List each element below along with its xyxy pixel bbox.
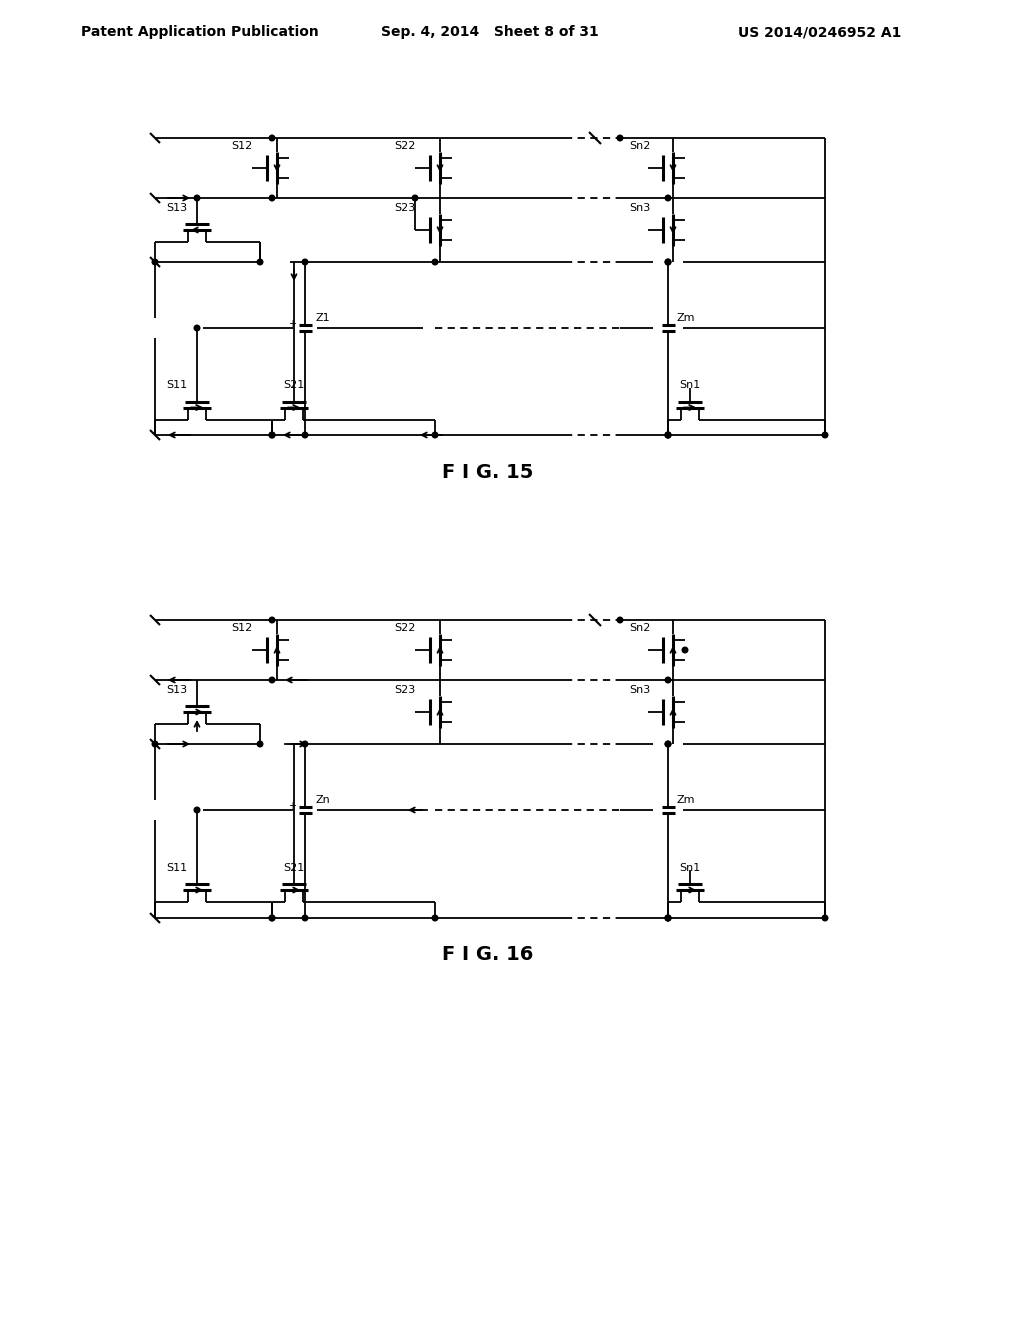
Circle shape	[666, 742, 671, 747]
Text: Zm: Zm	[677, 795, 695, 805]
Circle shape	[269, 915, 274, 921]
Circle shape	[822, 915, 827, 921]
Text: S23: S23	[394, 685, 416, 696]
Circle shape	[666, 259, 671, 265]
Text: Zm: Zm	[677, 313, 695, 323]
Circle shape	[666, 195, 671, 201]
Text: Patent Application Publication: Patent Application Publication	[81, 25, 318, 40]
Text: +: +	[289, 801, 297, 810]
Circle shape	[269, 195, 274, 201]
Text: S13: S13	[167, 685, 187, 696]
Circle shape	[617, 618, 623, 623]
Circle shape	[822, 432, 827, 438]
Circle shape	[269, 432, 274, 438]
Circle shape	[195, 195, 200, 201]
Circle shape	[302, 915, 308, 921]
Text: US 2014/0246952 A1: US 2014/0246952 A1	[738, 25, 902, 40]
Text: S21: S21	[284, 380, 304, 391]
Circle shape	[269, 618, 274, 623]
Circle shape	[257, 742, 263, 747]
Text: S12: S12	[231, 141, 253, 150]
Circle shape	[153, 259, 158, 265]
Circle shape	[302, 742, 308, 747]
Circle shape	[432, 259, 438, 265]
Circle shape	[666, 742, 671, 747]
Text: S22: S22	[394, 141, 416, 150]
Text: S12: S12	[231, 623, 253, 634]
Circle shape	[666, 432, 671, 438]
Circle shape	[666, 915, 671, 921]
Circle shape	[269, 135, 274, 141]
Text: Z1: Z1	[315, 313, 331, 323]
Text: S13: S13	[167, 203, 187, 213]
Circle shape	[302, 432, 308, 438]
Text: Sep. 4, 2014   Sheet 8 of 31: Sep. 4, 2014 Sheet 8 of 31	[381, 25, 599, 40]
Text: Sn3: Sn3	[630, 685, 650, 696]
Circle shape	[195, 808, 200, 813]
Circle shape	[269, 677, 274, 682]
Circle shape	[257, 259, 263, 265]
Text: Sn1: Sn1	[679, 380, 700, 391]
Text: F I G. 15: F I G. 15	[442, 462, 534, 482]
Circle shape	[617, 135, 623, 141]
Circle shape	[153, 742, 158, 747]
Circle shape	[666, 432, 671, 438]
Text: Sn2: Sn2	[630, 141, 650, 150]
Circle shape	[432, 432, 438, 438]
Text: Sn2: Sn2	[630, 623, 650, 634]
Circle shape	[666, 915, 671, 921]
Text: +: +	[289, 319, 297, 329]
Circle shape	[269, 915, 274, 921]
Circle shape	[302, 259, 308, 265]
Text: Sn3: Sn3	[630, 203, 650, 213]
Circle shape	[666, 915, 671, 921]
Text: S11: S11	[167, 380, 187, 391]
Text: Zn: Zn	[315, 795, 331, 805]
Text: S11: S11	[167, 863, 187, 873]
Circle shape	[413, 195, 418, 201]
Text: F I G. 16: F I G. 16	[442, 945, 534, 965]
Circle shape	[666, 259, 671, 265]
Circle shape	[682, 647, 688, 653]
Circle shape	[269, 432, 274, 438]
Circle shape	[432, 915, 438, 921]
Text: Sn1: Sn1	[679, 863, 700, 873]
Circle shape	[666, 432, 671, 438]
Circle shape	[666, 677, 671, 682]
Text: S22: S22	[394, 623, 416, 634]
Text: S23: S23	[394, 203, 416, 213]
Circle shape	[195, 325, 200, 331]
Text: S21: S21	[284, 863, 304, 873]
